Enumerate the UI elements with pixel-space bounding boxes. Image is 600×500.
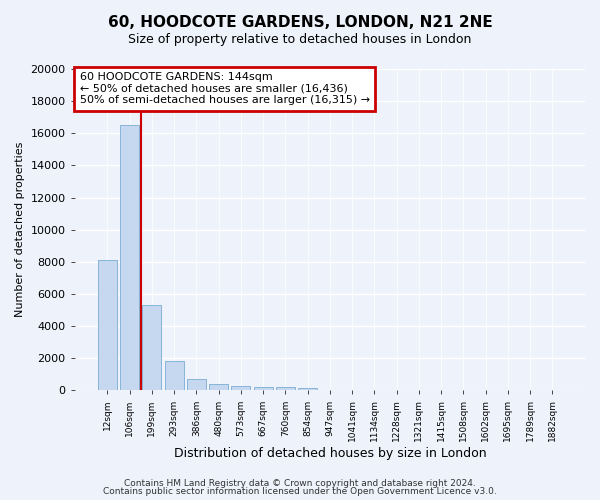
Bar xyxy=(120,125,139,390)
Bar xyxy=(276,388,295,390)
Y-axis label: Number of detached properties: Number of detached properties xyxy=(15,142,25,318)
Bar xyxy=(142,305,161,390)
Text: 60 HOODCOTE GARDENS: 144sqm
← 50% of detached houses are smaller (16,436)
50% of: 60 HOODCOTE GARDENS: 144sqm ← 50% of det… xyxy=(80,72,370,106)
Text: Size of property relative to detached houses in London: Size of property relative to detached ho… xyxy=(128,32,472,46)
Bar xyxy=(254,387,272,390)
Text: Contains HM Land Registry data © Crown copyright and database right 2024.: Contains HM Land Registry data © Crown c… xyxy=(124,478,476,488)
Bar xyxy=(232,386,250,390)
Text: 60, HOODCOTE GARDENS, LONDON, N21 2NE: 60, HOODCOTE GARDENS, LONDON, N21 2NE xyxy=(107,15,493,30)
Bar xyxy=(209,384,228,390)
Bar xyxy=(98,260,117,390)
Bar xyxy=(187,380,206,390)
X-axis label: Distribution of detached houses by size in London: Distribution of detached houses by size … xyxy=(173,447,486,460)
Text: Contains public sector information licensed under the Open Government Licence v3: Contains public sector information licen… xyxy=(103,487,497,496)
Bar xyxy=(298,388,317,390)
Bar xyxy=(164,360,184,390)
